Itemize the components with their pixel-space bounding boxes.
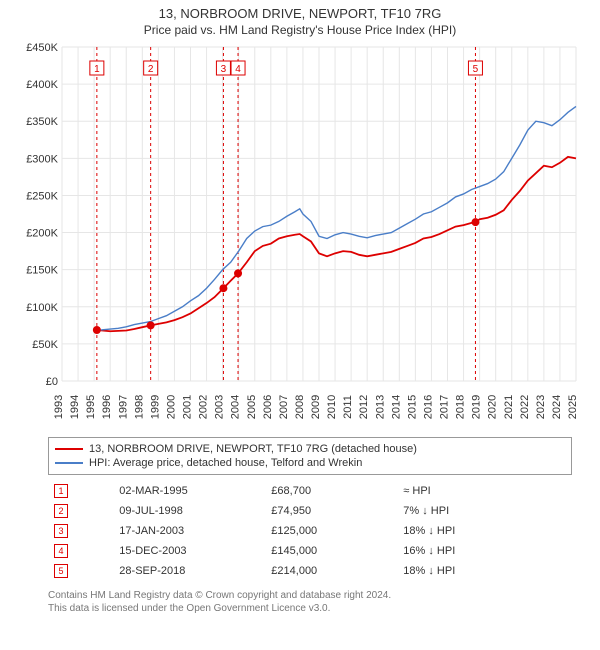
- table-row: 1 02-MAR-1995£68,700≈ HPI: [48, 481, 558, 501]
- sale-date: 09-JUL-1998: [113, 501, 265, 521]
- svg-text:1998: 1998: [133, 395, 145, 419]
- sale-price: £74,950: [265, 501, 397, 521]
- sale-vs-hpi: 7% ↓ HPI: [397, 501, 558, 521]
- table-row: 4 15-DEC-2003£145,00016% ↓ HPI: [48, 541, 558, 561]
- svg-text:1993: 1993: [53, 395, 65, 419]
- svg-text:2003: 2003: [214, 395, 226, 419]
- svg-text:£0: £0: [46, 376, 58, 388]
- svg-text:1996: 1996: [101, 395, 113, 419]
- sale-point: [234, 269, 242, 277]
- legend-swatch: [55, 462, 83, 464]
- svg-text:£50K: £50K: [32, 339, 58, 351]
- sale-vs-hpi: 16% ↓ HPI: [397, 541, 558, 561]
- svg-text:4: 4: [235, 64, 241, 75]
- svg-text:2015: 2015: [406, 395, 418, 419]
- svg-text:2016: 2016: [422, 395, 434, 419]
- sale-vs-hpi: ≈ HPI: [397, 481, 558, 501]
- legend-swatch: [55, 448, 83, 450]
- sale-point: [147, 321, 155, 329]
- svg-text:2: 2: [148, 64, 154, 75]
- row-marker: 4: [54, 544, 68, 558]
- series-property: [97, 157, 576, 331]
- legend: 13, NORBROOM DRIVE, NEWPORT, TF10 7RG (d…: [48, 437, 572, 476]
- sale-date: 28-SEP-2018: [113, 561, 265, 581]
- row-marker: 2: [54, 504, 68, 518]
- footer-text: Contains HM Land Registry data © Crown c…: [48, 589, 592, 615]
- svg-text:£100K: £100K: [26, 302, 58, 314]
- footer-line-1: Contains HM Land Registry data © Crown c…: [48, 589, 592, 602]
- svg-text:£150K: £150K: [26, 265, 58, 277]
- svg-text:2005: 2005: [246, 395, 258, 419]
- legend-label: 13, NORBROOM DRIVE, NEWPORT, TF10 7RG (d…: [89, 442, 417, 456]
- svg-text:2010: 2010: [326, 395, 338, 419]
- svg-text:£300K: £300K: [26, 153, 58, 165]
- svg-text:1997: 1997: [117, 395, 129, 419]
- svg-text:2004: 2004: [230, 395, 242, 419]
- sale-price: £214,000: [265, 561, 397, 581]
- svg-text:2001: 2001: [182, 395, 194, 419]
- legend-item: 13, NORBROOM DRIVE, NEWPORT, TF10 7RG (d…: [55, 442, 565, 456]
- svg-text:2006: 2006: [262, 395, 274, 419]
- svg-text:£450K: £450K: [26, 42, 58, 54]
- svg-text:2013: 2013: [374, 395, 386, 419]
- svg-text:2009: 2009: [310, 395, 322, 419]
- sales-table: 1 02-MAR-1995£68,700≈ HPI 2 09-JUL-1998£74,…: [48, 481, 558, 581]
- svg-text:1: 1: [94, 64, 100, 75]
- price-chart: £0 £50K £100K £150K £200K £250K £300K £350K £400…: [16, 41, 586, 431]
- sale-vs-hpi: 18% ↓ HPI: [397, 561, 558, 581]
- row-marker: 1: [54, 484, 68, 498]
- svg-text:£400K: £400K: [26, 79, 58, 91]
- svg-text:1995: 1995: [85, 395, 97, 419]
- svg-text:2000: 2000: [165, 395, 177, 419]
- svg-text:£200K: £200K: [26, 227, 58, 239]
- svg-text:2019: 2019: [471, 395, 483, 419]
- svg-text:2012: 2012: [358, 395, 370, 419]
- svg-text:2021: 2021: [503, 395, 515, 419]
- svg-text:2002: 2002: [198, 395, 210, 419]
- sale-price: £68,700: [265, 481, 397, 501]
- svg-text:2020: 2020: [487, 395, 499, 419]
- svg-text:2022: 2022: [519, 395, 531, 419]
- sale-point: [219, 284, 227, 292]
- svg-text:3: 3: [221, 64, 227, 75]
- footer-line-2: This data is licensed under the Open Gov…: [48, 602, 592, 615]
- svg-text:2023: 2023: [535, 395, 547, 419]
- sale-vs-hpi: 18% ↓ HPI: [397, 521, 558, 541]
- svg-text:2011: 2011: [342, 395, 354, 419]
- svg-text:2024: 2024: [551, 395, 563, 419]
- sale-date: 02-MAR-1995: [113, 481, 265, 501]
- row-marker: 5: [54, 564, 68, 578]
- svg-text:2014: 2014: [390, 395, 402, 419]
- legend-label: HPI: Average price, detached house, Telf…: [89, 456, 362, 470]
- sale-point: [93, 326, 101, 334]
- svg-text:2017: 2017: [439, 395, 451, 419]
- svg-text:£350K: £350K: [26, 116, 58, 128]
- svg-text:1994: 1994: [69, 395, 81, 419]
- legend-item: HPI: Average price, detached house, Telf…: [55, 456, 565, 470]
- svg-text:£250K: £250K: [26, 190, 58, 202]
- svg-text:2007: 2007: [278, 395, 290, 419]
- chart-title-2: Price paid vs. HM Land Registry's House …: [8, 23, 592, 37]
- svg-text:1999: 1999: [149, 395, 161, 419]
- svg-text:2025: 2025: [567, 395, 579, 419]
- chart-title-1: 13, NORBROOM DRIVE, NEWPORT, TF10 7RG: [8, 6, 592, 23]
- svg-text:5: 5: [473, 64, 479, 75]
- sale-price: £125,000: [265, 521, 397, 541]
- table-row: 2 09-JUL-1998£74,9507% ↓ HPI: [48, 501, 558, 521]
- table-row: 5 28-SEP-2018£214,00018% ↓ HPI: [48, 561, 558, 581]
- svg-text:2008: 2008: [294, 395, 306, 419]
- svg-text:2018: 2018: [455, 395, 467, 419]
- sale-date: 15-DEC-2003: [113, 541, 265, 561]
- table-row: 3 17-JAN-2003£125,00018% ↓ HPI: [48, 521, 558, 541]
- sale-point: [471, 218, 479, 226]
- sale-price: £145,000: [265, 541, 397, 561]
- sale-date: 17-JAN-2003: [113, 521, 265, 541]
- row-marker: 3: [54, 524, 68, 538]
